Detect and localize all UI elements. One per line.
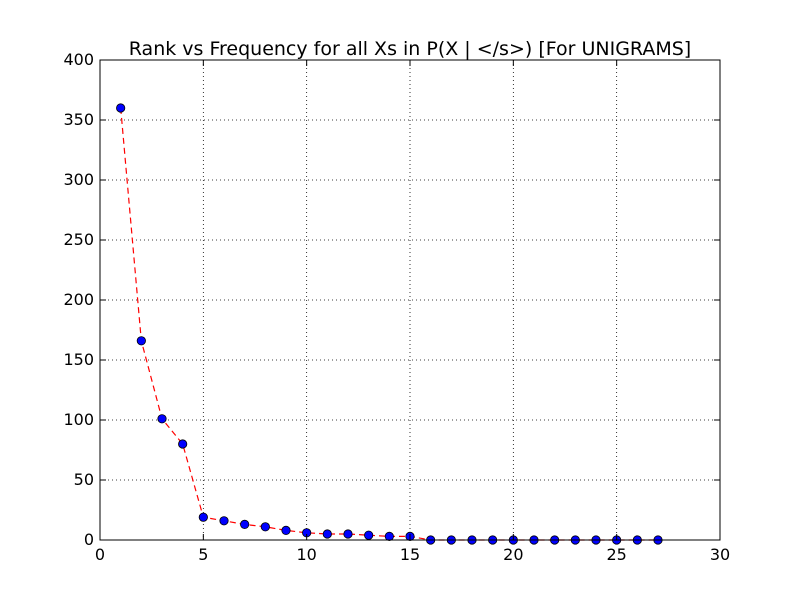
grid-lines (100, 60, 720, 540)
data-point (116, 103, 126, 113)
x-tick-label: 30 (710, 545, 730, 564)
data-point (281, 525, 291, 536)
y-tick-label: 250 (63, 230, 94, 249)
data-point (157, 414, 167, 424)
y-tick-label: 150 (63, 350, 94, 369)
data-point (260, 522, 270, 532)
data-point (343, 529, 353, 539)
series-layer (116, 103, 663, 545)
x-tick-label: 5 (198, 545, 208, 564)
tick-marks (99, 59, 721, 541)
y-tick-label: 200 (63, 290, 94, 309)
x-tick-label: 0 (95, 545, 105, 564)
x-tick-label: 20 (503, 545, 523, 564)
y-tick-label: 400 (63, 50, 94, 69)
data-point (384, 531, 394, 542)
y-tick-label: 0 (84, 530, 94, 549)
data-point (198, 512, 208, 522)
data-point (240, 519, 250, 530)
x-tick-label: 15 (400, 545, 420, 564)
data-point (364, 530, 374, 540)
data-point (178, 439, 188, 449)
y-tick-label: 300 (63, 170, 94, 189)
y-tick-label: 50 (74, 470, 94, 489)
data-point (322, 529, 332, 539)
data-point (219, 516, 229, 526)
x-tick-label: 10 (296, 545, 316, 564)
data-point (136, 336, 146, 346)
y-tick-label: 350 (63, 110, 94, 129)
y-tick-label: 100 (63, 410, 94, 429)
chart-title: Rank vs Frequency for all Xs in P(X | </… (129, 38, 691, 60)
x-tick-label: 25 (606, 545, 626, 564)
